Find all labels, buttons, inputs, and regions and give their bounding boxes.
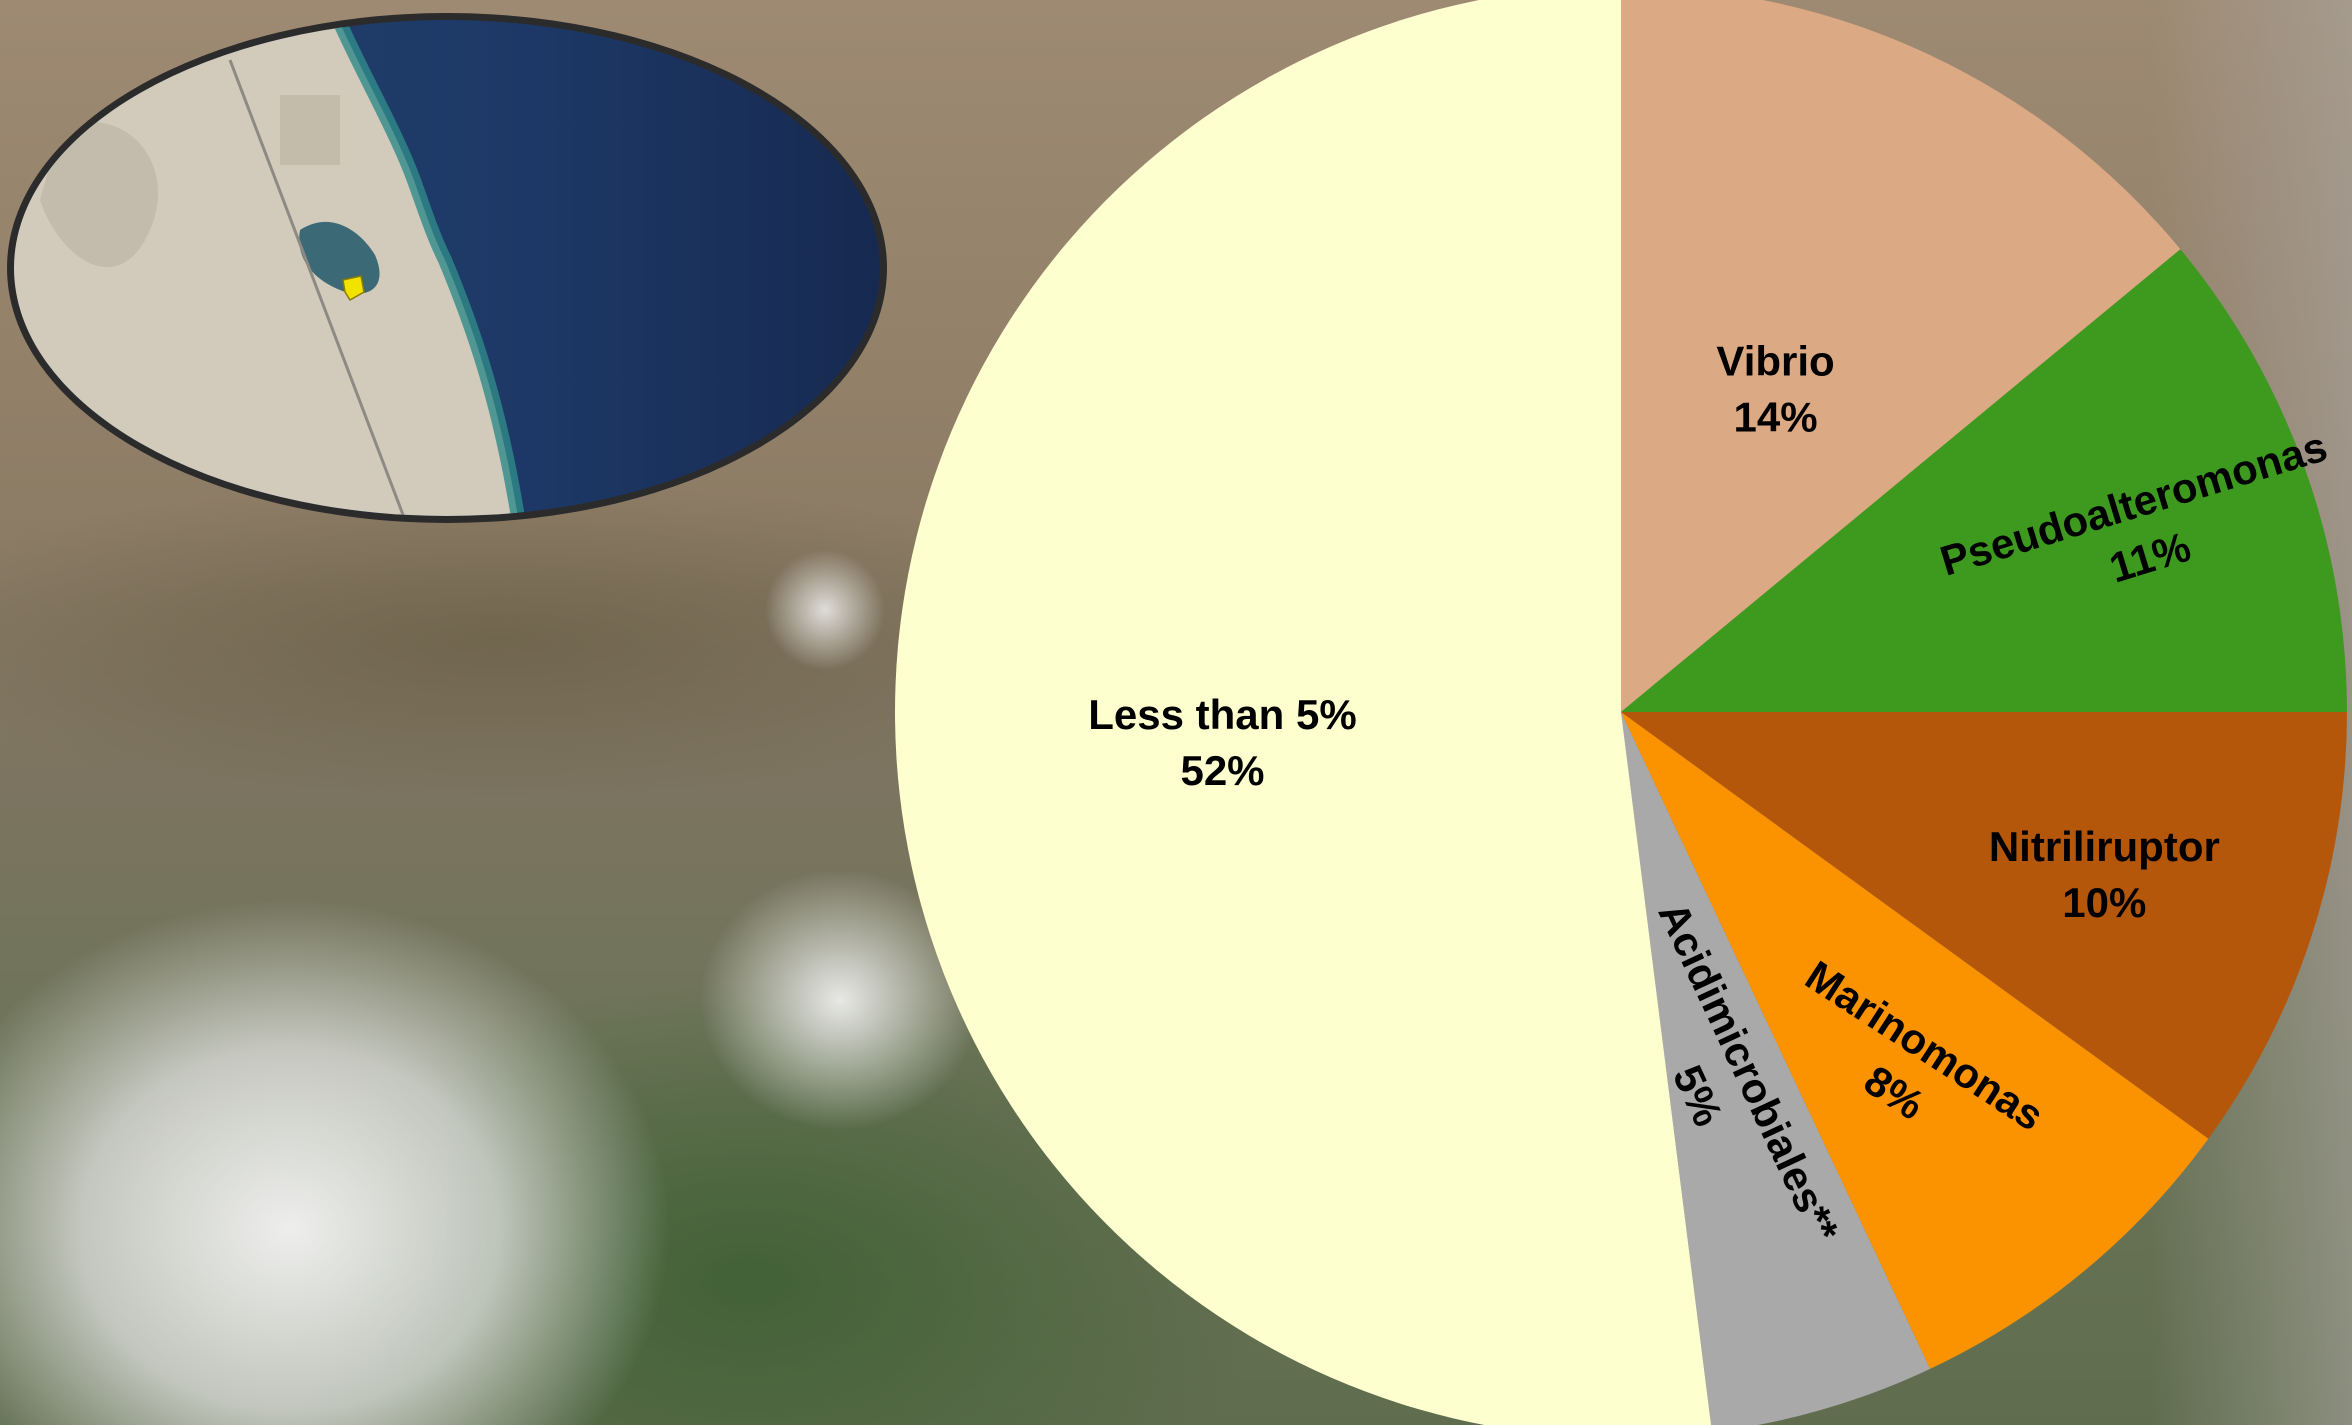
- slice-percent-label: 52%: [1180, 747, 1264, 794]
- slice-category-label: Less than 5%: [1088, 691, 1356, 738]
- pie-slice-acidimicrobiales: [1621, 712, 1931, 1425]
- pie-slice-pseudoalteromonas: [1621, 249, 2347, 713]
- pie-slice-nitriliruptor: [1621, 712, 2347, 1139]
- pie-slices: [895, 0, 2347, 1425]
- inset-road: [228, 59, 407, 516]
- pie-slice-vibrio: [1621, 0, 2181, 712]
- slice-label-group: Less than 5% 52%: [1088, 691, 1356, 794]
- location-pin-icon: [342, 275, 365, 302]
- inset-terrain: [40, 122, 158, 268]
- slice-label-group: Nitriliruptor 10%: [1989, 823, 2220, 926]
- inset-facility: [280, 95, 340, 165]
- slice-category-label: Vibrio: [1716, 338, 1834, 385]
- slice-percent-label: 10%: [2062, 879, 2146, 926]
- slice-percent-label: 14%: [1734, 394, 1818, 441]
- pie-slice-marinomonas: [1621, 712, 2209, 1369]
- pie-slice-less-than-5: [895, 0, 1712, 1425]
- slice-category-label: Nitriliruptor: [1989, 823, 2220, 870]
- slice-label-group: Vibrio 14%: [1716, 338, 1834, 441]
- inset-reef: [323, 20, 527, 516]
- inset-location-map: [7, 13, 887, 523]
